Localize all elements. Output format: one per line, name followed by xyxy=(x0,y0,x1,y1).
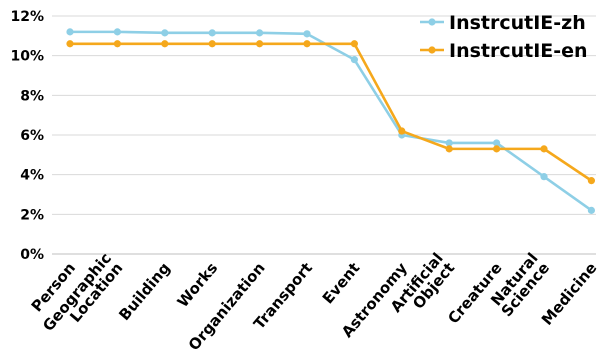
y-axis-ticks: 0% 2% 4% 6% 8% 10% 12% xyxy=(10,9,44,263)
y-tick-label: 8% xyxy=(20,88,44,104)
gridlines xyxy=(52,15,596,255)
data-point xyxy=(66,40,74,48)
data-point xyxy=(398,127,406,135)
data-point xyxy=(161,40,169,48)
data-point xyxy=(445,145,453,153)
y-tick-label: 10% xyxy=(10,49,44,65)
data-point xyxy=(540,145,548,153)
data-point xyxy=(350,40,358,48)
data-point xyxy=(493,145,501,153)
data-point xyxy=(540,173,548,181)
legend-swatch-marker xyxy=(428,46,436,54)
data-point xyxy=(303,40,311,48)
y-tick-label: 12% xyxy=(10,9,44,25)
data-point xyxy=(113,40,121,48)
series-line-1 xyxy=(70,42,593,182)
legend: InstrcutIE-zh InstrcutIE-en xyxy=(420,12,588,62)
y-tick-label: 6% xyxy=(20,128,44,144)
y-tick-label: 0% xyxy=(20,247,44,263)
y-tick-label: 4% xyxy=(20,168,44,184)
legend-label: InstrcutIE-zh xyxy=(449,12,586,34)
data-point xyxy=(587,206,596,214)
data-point xyxy=(208,29,216,37)
data-point xyxy=(208,40,216,48)
data-point xyxy=(587,177,596,185)
data-point xyxy=(493,139,501,147)
legend-label: InstrcutIE-en xyxy=(449,40,588,62)
y-tick-label: 2% xyxy=(20,207,44,223)
data-point xyxy=(256,29,264,37)
data-point xyxy=(161,29,169,37)
data-point xyxy=(350,56,358,64)
data-point xyxy=(66,28,74,36)
legend-swatch-marker xyxy=(428,18,436,26)
data-point xyxy=(256,40,264,48)
data-point xyxy=(445,139,453,147)
x-category-label: Works xyxy=(174,259,222,311)
data-point xyxy=(303,30,311,38)
data-point xyxy=(113,28,121,36)
x-category-label: Event xyxy=(319,259,364,307)
series-lines xyxy=(66,28,596,214)
